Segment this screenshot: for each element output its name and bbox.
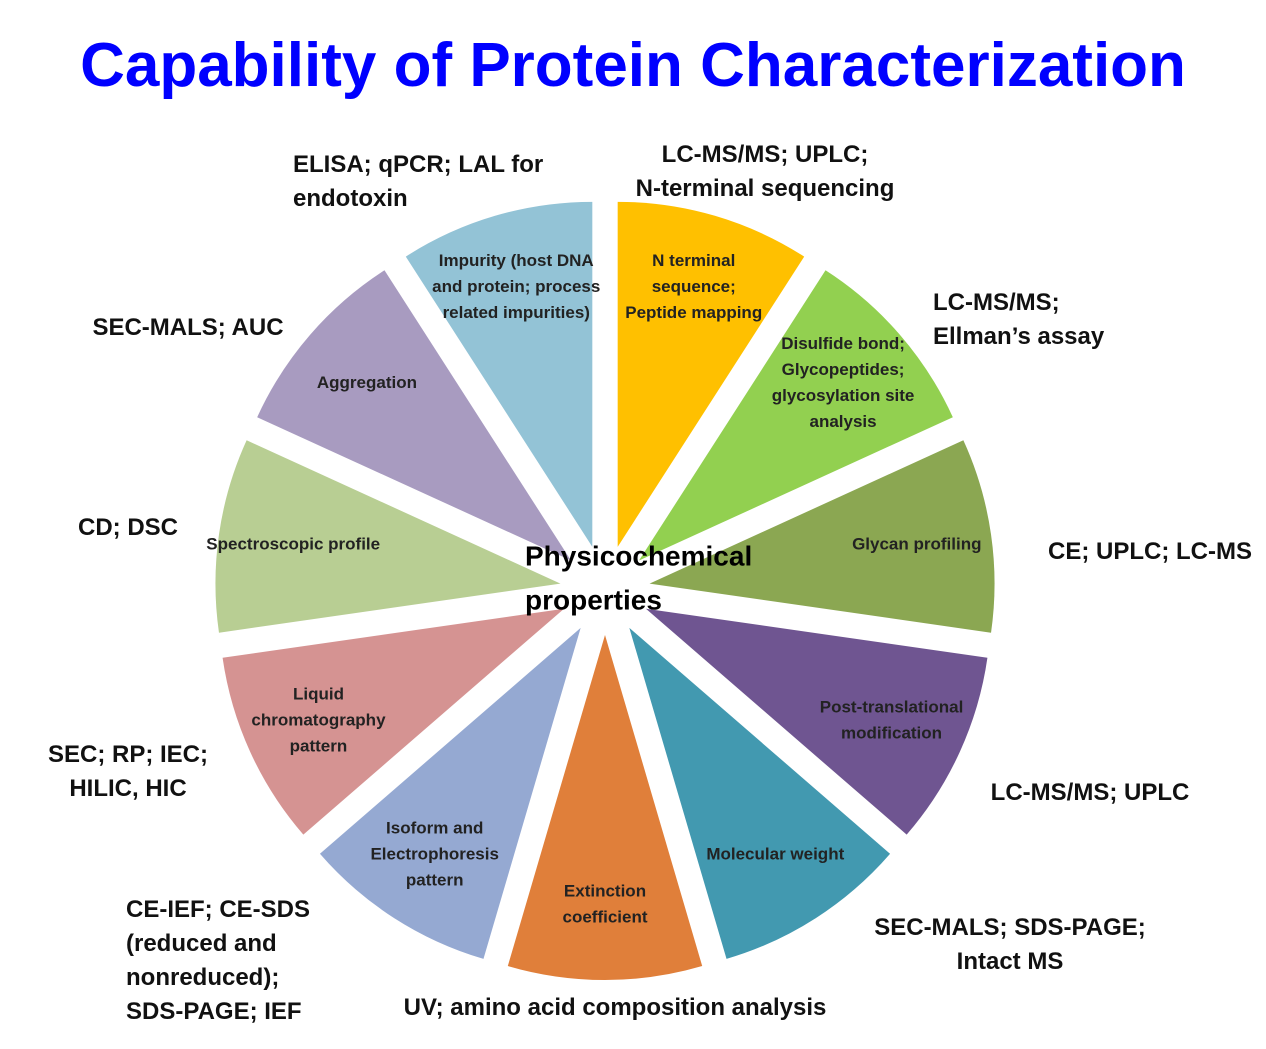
wedge-label-line: Peptide mapping [625, 303, 762, 322]
methods-line: SEC; RP; IEC; [47, 741, 208, 768]
wedge-label-line: Liquid [293, 684, 344, 703]
wedge [405, 201, 593, 547]
methods: CE-IEF; CE-SDS (reduced and nonreduced); SD… [126, 893, 310, 1029]
methods: SEC-MALS; SDS-PAGE; Intact MS [710, 911, 1266, 979]
methods-line: Intact MS [956, 948, 1064, 975]
methods: LC-MS/MS; UPLC [790, 776, 1266, 810]
wedge-label-line: Impurity (host DNA [439, 251, 594, 270]
wedge-label-line: related impurities) [443, 303, 590, 322]
methods-line: SEC-MALS; AUC [92, 314, 284, 341]
methods: CE; UPLC; LC-MS [850, 535, 1266, 569]
methods: LC-MS/MS; Ellman’s assay [933, 286, 1104, 354]
wedge-label: Molecular weight [706, 844, 844, 863]
methods-line: SDS-PAGE; IEF [126, 998, 302, 1025]
wedge-label-line: Disulfide bond; [781, 334, 905, 353]
wedge [319, 627, 581, 959]
methods: SEC; RP; IEC; HILIC, HIC [0, 738, 428, 806]
wedge-label: Disulfide bond; Glycopeptides; glycosylati… [772, 334, 915, 431]
wedge-label: Glycan profiling [852, 535, 981, 554]
methods-line: SEC-MALS; SDS-PAGE; [874, 914, 1146, 941]
wedge-label-line: sequence; [652, 277, 736, 296]
methods-line: CE-IEF; CE-SDS [126, 896, 311, 923]
wedge-label-line: analysis [810, 412, 877, 431]
methods-line: UV; amino acid composition analysis [403, 994, 827, 1021]
wedge-label: Extinction coefficient [562, 881, 647, 926]
wedge-label-line: Glycopeptides; [782, 360, 905, 379]
wedge-label: Aggregation [317, 373, 417, 392]
methods-line: LC-MS/MS; UPLC; [661, 141, 869, 168]
wedge-label-line: and protein; process [432, 277, 600, 296]
wedge [617, 201, 805, 547]
wedge [507, 635, 703, 981]
wedge-label: Spectroscopic profile [206, 535, 380, 554]
wedge-label-line: Extinction [564, 881, 646, 900]
wedge [222, 608, 565, 835]
methods-line: CE; UPLC; LC-MS [1048, 538, 1252, 565]
wedge-label-line: glycosylation site [772, 386, 915, 405]
wedge-label-line: N terminal [652, 251, 735, 270]
methods-line: N-terminal sequencing [635, 175, 895, 202]
methods-line: ELISA; qPCR; LAL for [293, 151, 544, 178]
wedge-label-line: chromatography [251, 710, 386, 729]
methods-line: HILIC, HIC [69, 775, 187, 802]
methods-line: CD; DSC [78, 514, 178, 541]
wedge [629, 627, 891, 959]
wedge-label-line: Spectroscopic profile [206, 535, 380, 554]
wedge-label-line: Aggregation [317, 373, 417, 392]
wedge-label: Impurity (host DNA and protein; process re… [432, 251, 600, 322]
center-label: properties [525, 584, 662, 615]
wedge [645, 608, 988, 835]
methods-line: nonreduced); [126, 964, 280, 991]
wedge-label-line: Molecular weight [706, 844, 844, 863]
methods-line: endotoxin [293, 185, 408, 212]
wedge-label-line: modification [841, 723, 942, 742]
methods: UV; amino acid composition analysis [315, 991, 915, 1025]
wedge-label: Isoform and Electrophoresis pattern [370, 818, 499, 889]
wedge-label-line: pattern [406, 870, 464, 889]
wedge-label-line: Glycan profiling [852, 535, 981, 554]
methods-line: (reduced and [126, 930, 277, 957]
title: Capability of Protein Characterization [80, 31, 1186, 100]
wedge-label-line: pattern [290, 736, 348, 755]
wedge-label: N terminal sequence; Peptide mapping [625, 251, 762, 322]
methods: ELISA; qPCR; LAL for endotoxin [293, 148, 543, 216]
wedge-label-line: Post-translational [820, 697, 964, 716]
methods: SEC-MALS; AUC [0, 311, 488, 345]
wedge-label-line: Isoform and [386, 818, 483, 837]
center-label: Physicochemical [525, 540, 752, 571]
methods-line: Ellman’s assay [933, 323, 1105, 350]
wedge-label: Post-translational modification [820, 697, 964, 742]
wedge [215, 440, 561, 633]
wedge-label-line: Electrophoresis [370, 844, 499, 863]
methods: CD; DSC [0, 511, 428, 545]
methods-line: LC-MS/MS; [933, 289, 1060, 316]
methods-line: LC-MS/MS; UPLC [990, 779, 1190, 806]
wedge [639, 270, 953, 561]
wedge [257, 270, 571, 561]
wedge-label: Liquid chromatography pattern [251, 684, 386, 755]
wedge [649, 440, 995, 633]
methods: LC-MS/MS; UPLC; N-terminal sequencing [465, 138, 1065, 206]
wedge-label-line: coefficient [562, 907, 647, 926]
